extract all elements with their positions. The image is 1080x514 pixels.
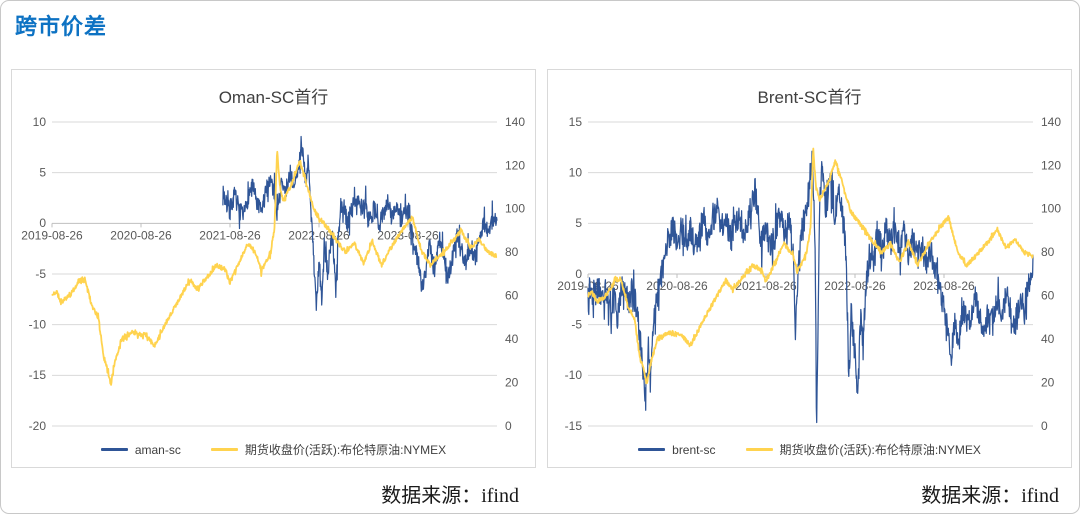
- svg-text:15: 15: [569, 115, 583, 129]
- chart-canvas-oman-sc: 1050-5-10-15-201401201008060402002019-08…: [21, 115, 525, 433]
- svg-text:2021-08-26: 2021-08-26: [735, 279, 797, 293]
- svg-text:0: 0: [1041, 419, 1048, 433]
- right-axis-labels: 140 120 100 80 60 40 20 0: [505, 115, 525, 433]
- svg-text:10: 10: [569, 166, 583, 180]
- svg-text:120: 120: [505, 158, 525, 172]
- svg-text:0: 0: [575, 267, 582, 281]
- series-line: [587, 147, 1034, 385]
- svg-text:-15: -15: [565, 419, 583, 433]
- legend-line-swatch-yellow: [210, 448, 238, 451]
- svg-text:2020-08-26: 2020-08-26: [110, 228, 172, 242]
- svg-text:40: 40: [505, 332, 519, 346]
- svg-text:100: 100: [505, 202, 525, 216]
- chart-panel-oman-sc: Oman-SC首行 10 5 0 -5 -10 -15 -20 140 120 100 80 60 40…: [11, 69, 536, 468]
- svg-text:0: 0: [505, 419, 512, 433]
- x-axis-labels: 2019-08-26 2020-08-26 2021-08-26 2022-08-26…: [557, 274, 975, 293]
- series-line: [51, 150, 498, 386]
- legend-line-swatch-yellow: [745, 448, 773, 451]
- svg-text:140: 140: [1041, 115, 1061, 129]
- svg-text:60: 60: [505, 289, 519, 303]
- right-axis-labels: 140 120 100 80 60 40 20 0: [1041, 115, 1061, 433]
- legend-item-brent-nymex: 期货收盘价(活跃):布伦特原油:NYMEX: [210, 441, 447, 458]
- svg-text:100: 100: [1041, 202, 1061, 216]
- svg-text:2019-08-26: 2019-08-26: [21, 228, 83, 242]
- svg-text:2020-08-26: 2020-08-26: [646, 279, 708, 293]
- svg-text:2021-08-26: 2021-08-26: [199, 228, 261, 242]
- chart-legend-brent-sc: brent-sc 期货收盘价(活跃):布伦特原油:NYMEX: [548, 441, 1071, 458]
- svg-text:120: 120: [1041, 158, 1061, 172]
- series-line: [587, 150, 1034, 424]
- svg-text:2022-08-26: 2022-08-26: [824, 279, 886, 293]
- chart-title-brent-sc: Brent-SC首行: [757, 88, 862, 107]
- gridlines: [52, 121, 497, 427]
- legend-label: 期货收盘价(活跃):布伦特原油:NYMEX: [779, 443, 981, 457]
- series-line: [222, 135, 498, 311]
- svg-text:20: 20: [505, 375, 519, 389]
- left-axis-labels: 10 5 0 -5 -10 -15 -20: [29, 115, 47, 433]
- svg-text:40: 40: [1041, 332, 1055, 346]
- legend-label: brent-sc: [672, 442, 716, 457]
- legend-label: aman-sc: [134, 442, 181, 457]
- svg-text:-20: -20: [29, 419, 47, 433]
- legend-line-swatch-blue: [638, 448, 666, 451]
- legend-item-aman-sc: aman-sc: [100, 442, 181, 457]
- svg-text:-10: -10: [29, 318, 47, 332]
- page-title: 跨市价差: [15, 14, 108, 39]
- chart-canvas-brent-sc: 151050-5-10-151401201008060402002019-08-…: [557, 115, 1061, 433]
- chart-legend-oman-sc: aman-sc 期货收盘价(活跃):布伦特原油:NYMEX: [12, 441, 535, 458]
- svg-text:-15: -15: [29, 368, 47, 382]
- svg-text:10: 10: [33, 115, 47, 129]
- svg-text:2023-08-26: 2023-08-26: [913, 279, 975, 293]
- svg-text:2019-08-26: 2019-08-26: [557, 279, 619, 293]
- chart-panel-brent-sc: Brent-SC首行 15 10 5 0 -5 -10 -15 140 120 100 80 60 40…: [547, 69, 1072, 468]
- svg-text:80: 80: [505, 245, 519, 259]
- svg-text:0: 0: [39, 216, 46, 230]
- svg-text:2023-08-26: 2023-08-26: [377, 228, 439, 242]
- svg-text:5: 5: [575, 216, 582, 230]
- chart-title-oman-sc: Oman-SC首行: [218, 88, 329, 107]
- svg-text:-5: -5: [571, 318, 582, 332]
- data-source-right: 数据来源：ifind: [921, 485, 1059, 507]
- left-axis-labels: 15 10 5 0 -5 -10 -15: [565, 115, 583, 433]
- legend-item-brent-nymex: 期货收盘价(活跃):布伦特原油:NYMEX: [745, 441, 981, 458]
- svg-text:60: 60: [1041, 289, 1055, 303]
- svg-text:-5: -5: [35, 267, 46, 281]
- legend-line-swatch-blue: [100, 448, 128, 451]
- svg-text:-10: -10: [565, 368, 583, 382]
- x-axis-labels: 2019-08-26 2020-08-26 2021-08-26 2022-08-26…: [21, 223, 439, 242]
- data-source-left: 数据来源：ifind: [381, 485, 519, 507]
- legend-label: 期货收盘价(活跃):布伦特原油:NYMEX: [244, 443, 447, 457]
- legend-item-brent-sc: brent-sc: [638, 442, 716, 457]
- svg-text:5: 5: [39, 166, 46, 180]
- svg-text:80: 80: [1041, 245, 1055, 259]
- svg-text:140: 140: [505, 115, 525, 129]
- svg-text:2022-08-26: 2022-08-26: [288, 228, 350, 242]
- svg-text:20: 20: [1041, 375, 1055, 389]
